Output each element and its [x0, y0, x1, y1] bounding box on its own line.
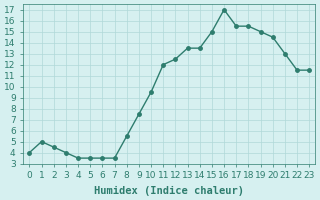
X-axis label: Humidex (Indice chaleur): Humidex (Indice chaleur): [94, 186, 244, 196]
